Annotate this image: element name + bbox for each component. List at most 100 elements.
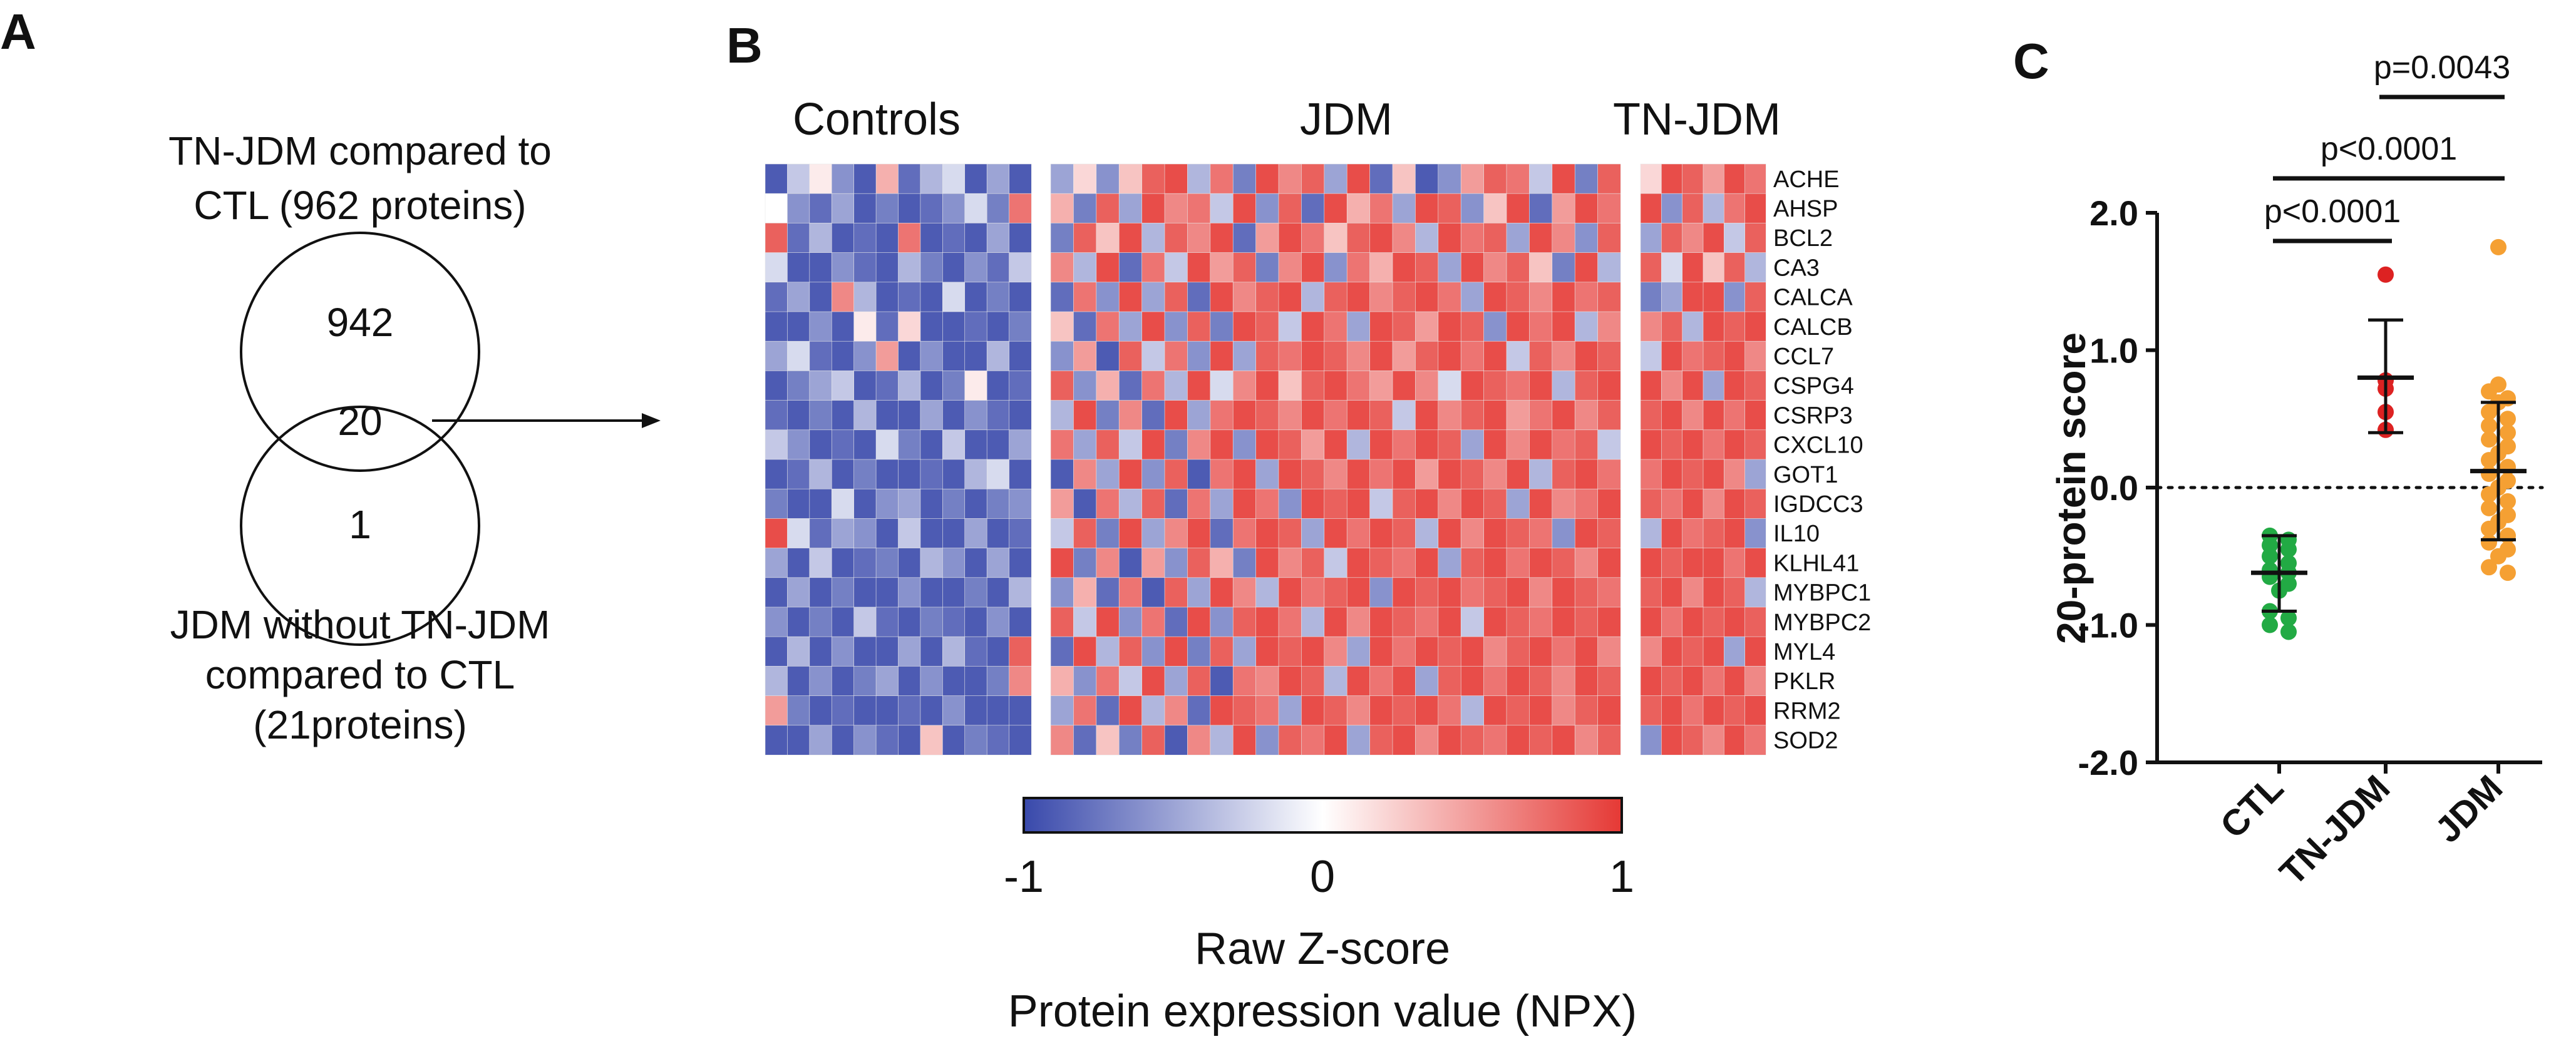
heatmap-cell xyxy=(1552,666,1575,697)
heatmap-cell xyxy=(1232,371,1257,401)
heatmap-cell xyxy=(765,488,788,519)
heatmap-cell xyxy=(1096,371,1120,401)
heatmap-cell xyxy=(853,577,877,608)
heatmap-cell xyxy=(986,400,1010,431)
heatmap-cell xyxy=(1460,371,1485,401)
heatmap-cell xyxy=(1552,518,1575,549)
heatmap-cell xyxy=(1597,488,1621,519)
heatmap-cell xyxy=(1210,606,1234,637)
heatmap-cell xyxy=(1278,577,1302,608)
heatmap-cell xyxy=(1552,400,1575,431)
heatmap-row-label: PKLR xyxy=(1773,668,1835,695)
heatmap-cell xyxy=(1278,666,1302,697)
heatmap-cell xyxy=(1369,577,1393,608)
heatmap-cell xyxy=(1661,725,1683,755)
heatmap-cell xyxy=(1682,636,1704,667)
heatmap-cell xyxy=(1141,725,1165,755)
heatmap-cell xyxy=(898,636,921,667)
heatmap-cell xyxy=(1640,163,1662,194)
heatmap-cell xyxy=(1187,577,1211,608)
heatmap-cell xyxy=(787,371,810,401)
venn-bottom-count: 1 xyxy=(349,502,371,547)
heatmap-cell xyxy=(1574,400,1599,431)
heatmap-cell xyxy=(1703,252,1724,283)
heatmap-cell xyxy=(898,459,921,489)
heatmap-cell xyxy=(1415,577,1439,608)
heatmap-cell xyxy=(1187,488,1211,519)
heatmap-cell xyxy=(1118,695,1143,726)
heatmap-cell xyxy=(1506,163,1530,194)
heatmap-cell xyxy=(1232,695,1257,726)
heatmap-cell xyxy=(787,636,810,667)
colorbar-gradient xyxy=(1023,797,1623,834)
heatmap-cell xyxy=(1574,695,1599,726)
heatmap-cell xyxy=(1009,223,1032,253)
heatmap-cell xyxy=(1164,606,1188,637)
heatmap-cell xyxy=(1073,400,1097,431)
heatmap-cell xyxy=(831,459,855,489)
heatmap-cell xyxy=(1661,577,1683,608)
heatmap-cell xyxy=(1210,518,1234,549)
heatmap-cell xyxy=(1438,548,1461,578)
scatter-y-tick-label: 0.0 xyxy=(2089,468,2138,508)
heatmap-cell xyxy=(1597,695,1621,726)
heatmap-cell xyxy=(831,282,855,312)
heatmap-cell xyxy=(942,695,966,726)
scatter-point xyxy=(2280,610,2297,627)
heatmap-cell xyxy=(920,518,943,549)
heatmap-cell xyxy=(1118,606,1143,637)
heatmap-cell xyxy=(942,518,966,549)
heatmap-cell xyxy=(1187,340,1211,372)
heatmap-cell xyxy=(1187,518,1211,549)
heatmap-cell xyxy=(1724,282,1746,312)
heatmap-cell xyxy=(1661,282,1683,312)
heatmap-cell xyxy=(831,340,855,372)
heatmap-cell xyxy=(1096,577,1120,608)
heatmap-cell xyxy=(787,223,810,253)
heatmap-cell xyxy=(1597,548,1621,578)
heatmap-cell xyxy=(1369,400,1393,431)
heatmap-cell xyxy=(1529,163,1553,194)
heatmap-cell xyxy=(920,429,943,460)
heatmap-cell xyxy=(765,636,788,667)
heatmap-cell xyxy=(1141,606,1165,637)
heatmap-cell xyxy=(942,429,966,460)
heatmap-cell xyxy=(1255,311,1279,342)
heatmap-cell xyxy=(898,488,921,519)
heatmap-cell xyxy=(765,340,788,372)
heatmap-cell xyxy=(1415,282,1439,312)
heatmap-cell xyxy=(1597,252,1621,283)
heatmap-row-label: RRM2 xyxy=(1773,698,1841,724)
heatmap-cell xyxy=(831,429,855,460)
heatmap-cell xyxy=(1278,163,1302,194)
heatmap-cell xyxy=(1096,400,1120,431)
heatmap-cell xyxy=(831,400,855,431)
heatmap-cell xyxy=(1661,606,1683,637)
heatmap-cell xyxy=(1050,695,1074,726)
heatmap-cell xyxy=(1141,223,1165,253)
heatmap-cell xyxy=(1096,459,1120,489)
heatmap-cell xyxy=(1164,429,1188,460)
heatmap-cell xyxy=(1232,459,1257,489)
heatmap-cell xyxy=(1438,636,1461,667)
heatmap-cell xyxy=(1460,695,1485,726)
heatmap-cell xyxy=(1369,193,1393,224)
scatter-point xyxy=(2490,376,2506,393)
heatmap-cell xyxy=(1438,371,1461,401)
heatmap-cell xyxy=(1682,371,1704,401)
heatmap-cell xyxy=(986,548,1010,578)
heatmap-cell xyxy=(1724,223,1746,253)
heatmap-cell xyxy=(898,311,921,342)
heatmap-cell xyxy=(1255,577,1279,608)
heatmap-cell xyxy=(1187,606,1211,637)
heatmap-cell xyxy=(898,606,921,637)
heatmap-cell xyxy=(1460,163,1485,194)
heatmap-cell xyxy=(1392,163,1416,194)
heatmap-cell xyxy=(1141,518,1165,549)
heatmap-cell xyxy=(964,223,987,253)
heatmap-cell xyxy=(1232,282,1257,312)
heatmap-cell xyxy=(1369,548,1393,578)
heatmap-cell xyxy=(1346,577,1371,608)
heatmap-cell xyxy=(1187,429,1211,460)
heatmap-cell xyxy=(920,400,943,431)
